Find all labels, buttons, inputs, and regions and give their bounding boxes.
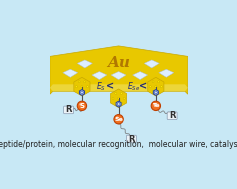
Text: R: R bbox=[65, 105, 72, 114]
Polygon shape bbox=[92, 71, 107, 80]
Circle shape bbox=[115, 102, 117, 104]
Text: R: R bbox=[169, 111, 175, 120]
Polygon shape bbox=[50, 84, 188, 91]
Circle shape bbox=[120, 92, 122, 94]
Text: $E_{Se}$: $E_{Se}$ bbox=[127, 80, 140, 93]
FancyBboxPatch shape bbox=[127, 135, 136, 143]
Polygon shape bbox=[111, 71, 126, 80]
Polygon shape bbox=[74, 77, 90, 96]
Circle shape bbox=[77, 101, 87, 111]
Circle shape bbox=[79, 103, 82, 106]
Polygon shape bbox=[110, 89, 127, 108]
FancyBboxPatch shape bbox=[167, 112, 177, 119]
Circle shape bbox=[120, 102, 122, 104]
Polygon shape bbox=[77, 60, 92, 68]
Circle shape bbox=[158, 81, 160, 83]
Polygon shape bbox=[132, 71, 148, 80]
Circle shape bbox=[149, 86, 151, 88]
Polygon shape bbox=[159, 69, 174, 77]
Circle shape bbox=[87, 86, 88, 88]
Polygon shape bbox=[116, 101, 121, 107]
FancyBboxPatch shape bbox=[64, 106, 73, 114]
Circle shape bbox=[158, 91, 160, 92]
Circle shape bbox=[75, 86, 77, 88]
Polygon shape bbox=[79, 90, 84, 95]
Text: R: R bbox=[128, 135, 135, 143]
Text: Se: Se bbox=[114, 117, 123, 122]
Polygon shape bbox=[63, 69, 78, 77]
Polygon shape bbox=[144, 60, 159, 68]
Text: R = peptide/protein, molecular recognition,  molecular wire, catalyst, etc.: R = peptide/protein, molecular recogniti… bbox=[0, 140, 237, 149]
Circle shape bbox=[84, 81, 86, 83]
Polygon shape bbox=[148, 77, 164, 96]
Circle shape bbox=[153, 103, 156, 106]
Circle shape bbox=[84, 91, 86, 92]
Circle shape bbox=[114, 115, 123, 124]
Circle shape bbox=[155, 86, 157, 88]
Circle shape bbox=[115, 92, 117, 94]
Polygon shape bbox=[50, 46, 188, 94]
Circle shape bbox=[118, 97, 119, 99]
Circle shape bbox=[152, 91, 154, 92]
Text: Te: Te bbox=[152, 103, 160, 108]
Circle shape bbox=[152, 81, 154, 83]
Text: <: < bbox=[106, 82, 114, 92]
Circle shape bbox=[78, 91, 80, 92]
Text: <: < bbox=[139, 82, 147, 92]
Circle shape bbox=[112, 97, 114, 99]
Circle shape bbox=[123, 97, 125, 99]
Circle shape bbox=[81, 86, 83, 88]
Text: $E_S$: $E_S$ bbox=[96, 80, 106, 93]
Circle shape bbox=[78, 81, 80, 83]
Circle shape bbox=[151, 101, 160, 111]
Text: S: S bbox=[79, 103, 84, 109]
Circle shape bbox=[160, 86, 162, 88]
Polygon shape bbox=[153, 90, 158, 95]
Text: Au: Au bbox=[107, 56, 130, 70]
Circle shape bbox=[116, 116, 118, 119]
